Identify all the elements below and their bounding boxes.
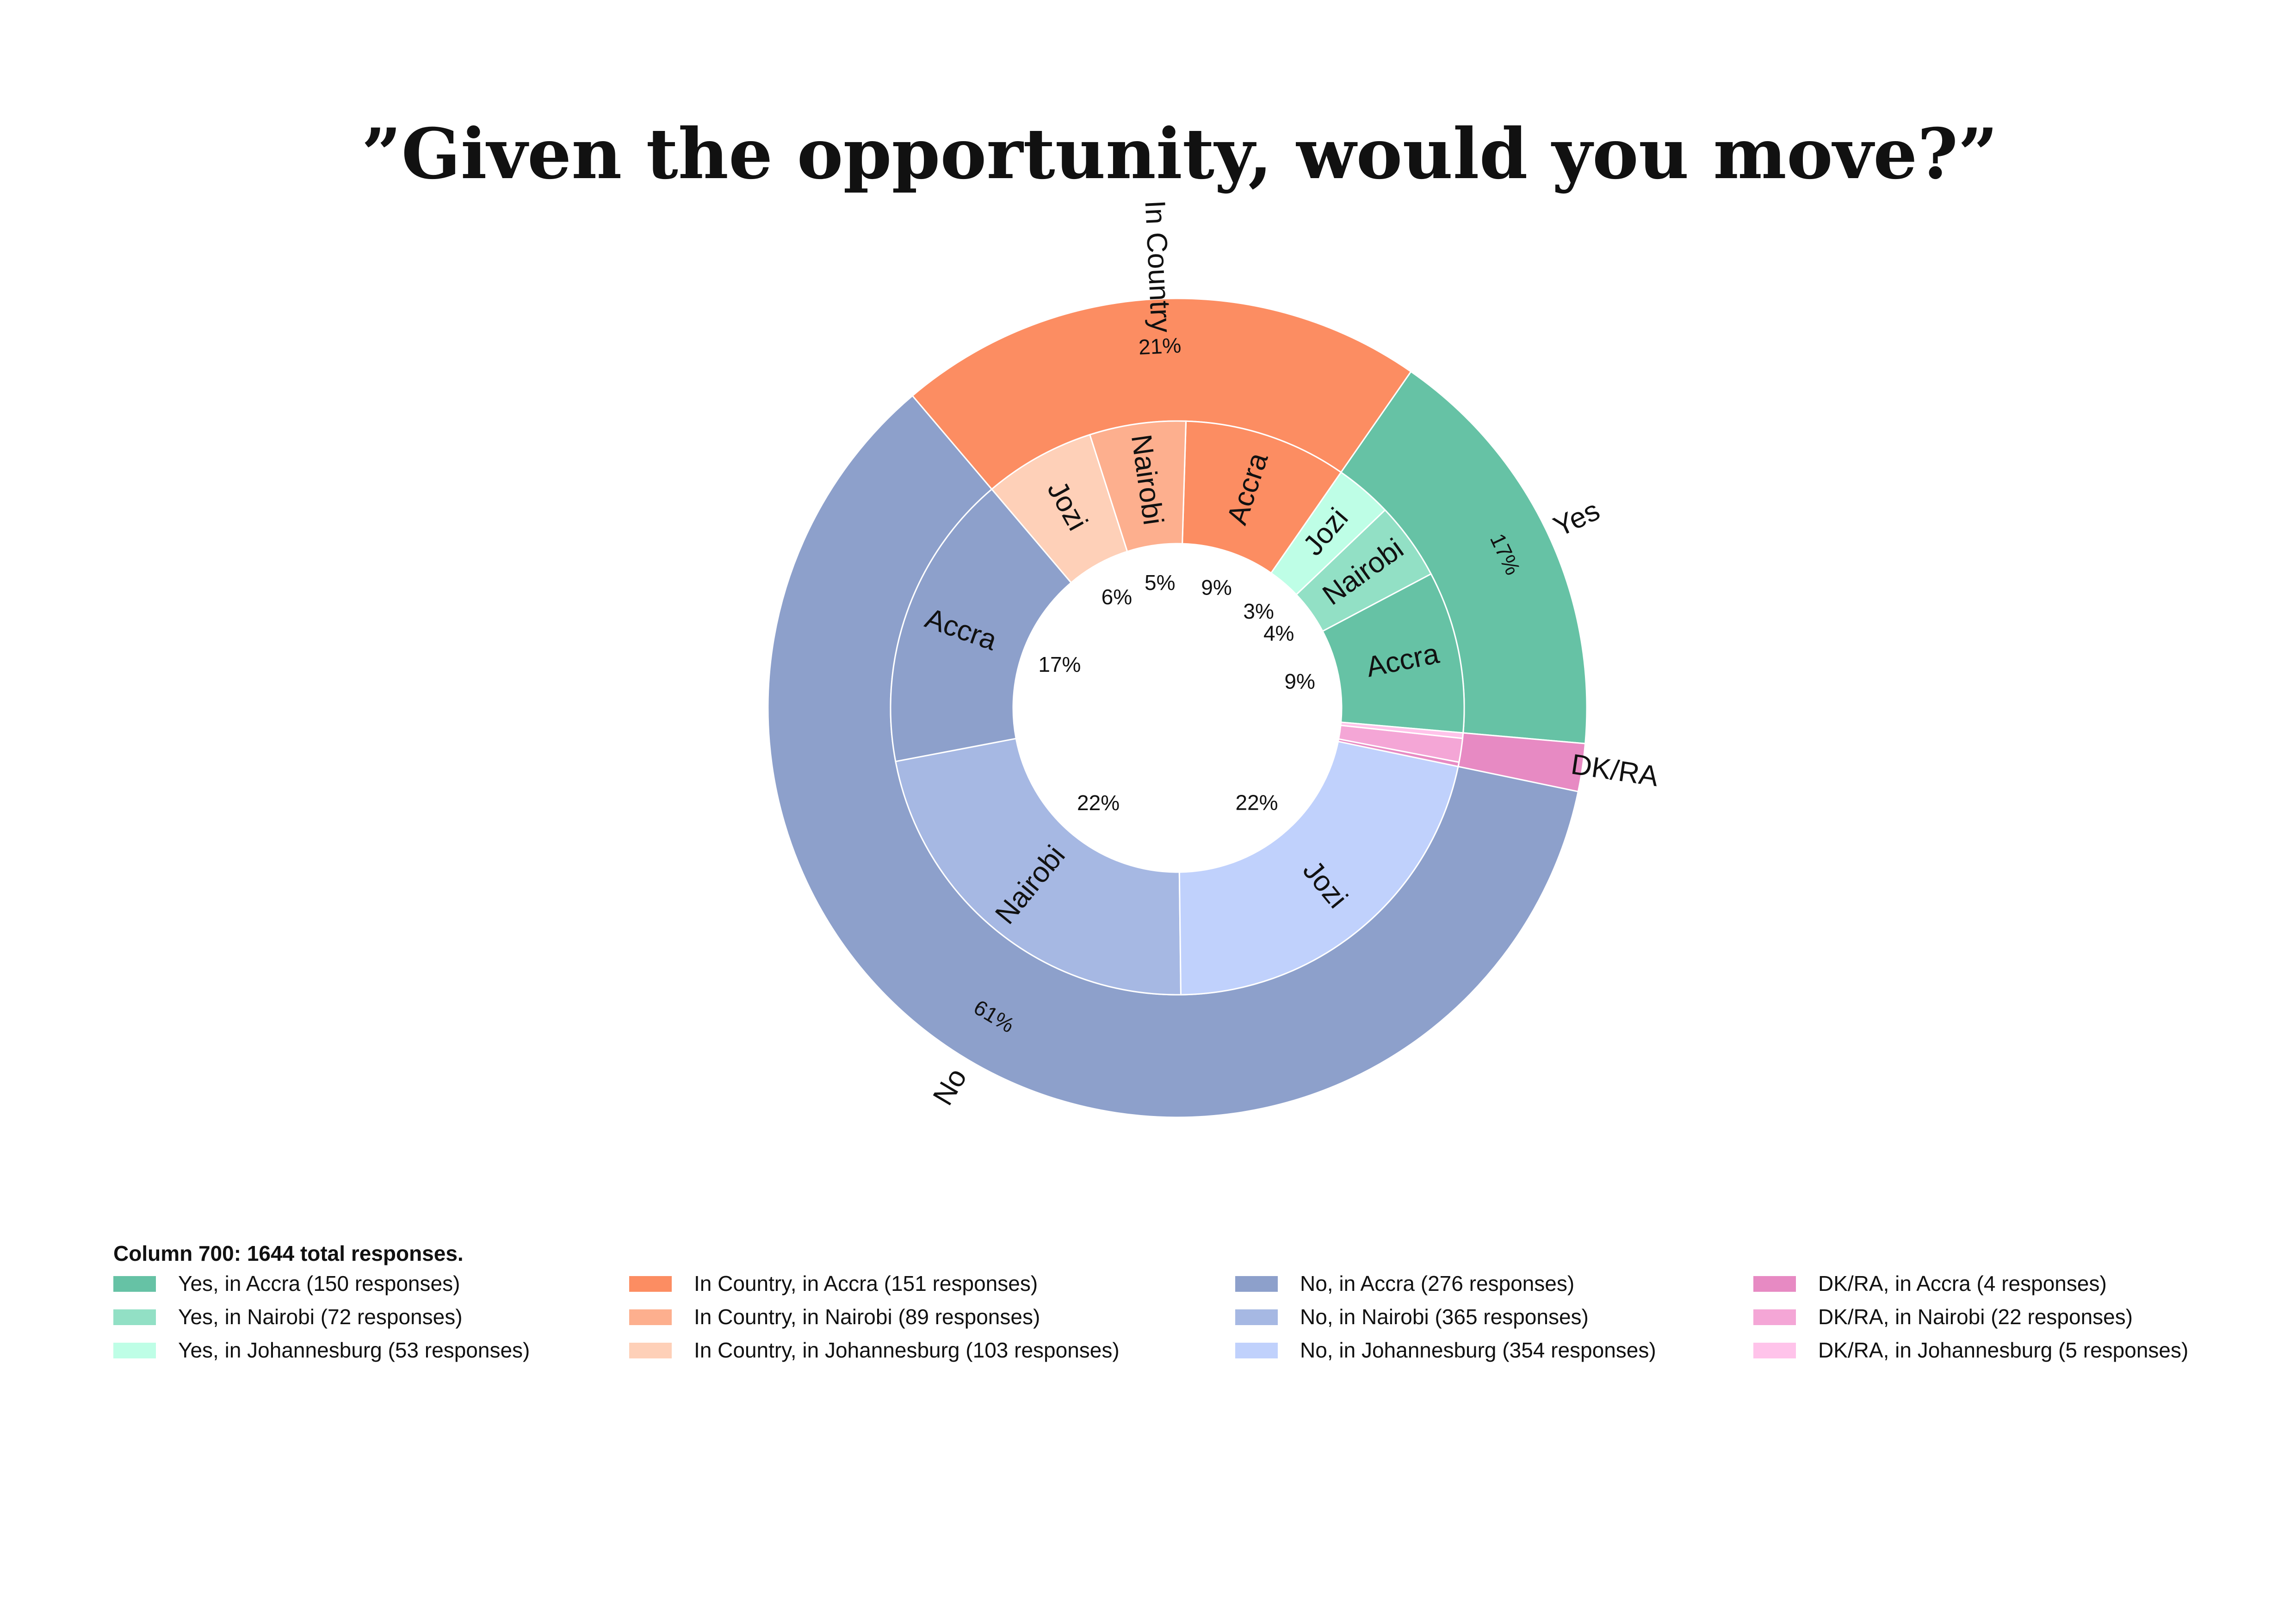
outer-label-in-country: In Country xyxy=(1139,199,1177,333)
legend-entry-5: In Country, in Johannesburg (103 respons… xyxy=(694,1338,1120,1362)
legend-entry-4: In Country, in Nairobi (89 responses) xyxy=(694,1305,1040,1329)
legend-swatch-0 xyxy=(113,1276,156,1292)
legend: Column 700: 1644 total responses. Yes, i… xyxy=(113,1241,2188,1362)
inner-slice-6 xyxy=(890,488,1072,762)
inner-pct-0: 9% xyxy=(1284,669,1315,694)
inner-pct-2: 3% xyxy=(1243,599,1274,623)
legend-swatch-10 xyxy=(1753,1309,1796,1325)
inner-slice-8 xyxy=(1178,740,1459,996)
inner-slice-7 xyxy=(895,738,1182,996)
inner-pct-4: 5% xyxy=(1145,570,1175,595)
legend-entry-8: No, in Johannesburg (354 responses) xyxy=(1300,1338,1656,1362)
inner-pct-8: 22% xyxy=(1236,791,1278,815)
legend-entry-10: DK/RA, in Nairobi (22 responses) xyxy=(1818,1305,2133,1329)
legend-entry-1: Yes, in Nairobi (72 responses) xyxy=(178,1305,463,1329)
inner-ring xyxy=(890,420,1465,996)
legend-entry-6: No, in Accra (276 responses) xyxy=(1300,1271,1574,1295)
chart-title: ”Given the opportunity, would you move?” xyxy=(361,113,1998,195)
legend-caption: Column 700: 1644 total responses. xyxy=(113,1241,464,1265)
legend-swatch-1 xyxy=(113,1309,156,1325)
legend-swatch-7 xyxy=(1235,1309,1278,1325)
inner-pct-3: 9% xyxy=(1201,576,1232,600)
legend-entry-7: No, in Nairobi (365 responses) xyxy=(1300,1305,1589,1329)
outer-label-no: No xyxy=(927,1063,973,1110)
legend-entry-2: Yes, in Johannesburg (53 responses) xyxy=(178,1338,530,1362)
legend-swatch-5 xyxy=(629,1343,672,1358)
outer-pct-in-country: 21% xyxy=(1138,333,1182,359)
inner-pct-5: 6% xyxy=(1102,585,1132,609)
legend-entry-3: In Country, in Accra (151 responses) xyxy=(694,1271,1038,1295)
outer-label-dk-ra: DK/RA xyxy=(1569,748,1661,793)
legend-swatch-4 xyxy=(629,1309,672,1325)
inner-pct-6: 17% xyxy=(1038,652,1081,676)
legend-swatch-11 xyxy=(1753,1343,1796,1358)
legend-swatch-8 xyxy=(1235,1343,1278,1358)
legend-swatch-2 xyxy=(113,1343,156,1358)
inner-pct-7: 22% xyxy=(1077,791,1120,815)
legend-swatch-6 xyxy=(1235,1276,1278,1292)
inner-slice-0 xyxy=(1321,573,1465,734)
outer-ring xyxy=(767,298,1588,1118)
legend-swatch-3 xyxy=(629,1276,672,1292)
legend-entry-0: Yes, in Accra (150 responses) xyxy=(178,1271,460,1295)
legend-entry-9: DK/RA, in Accra (4 responses) xyxy=(1818,1271,2107,1295)
inner-slice-11 xyxy=(1340,721,1464,739)
outer-label-yes: Yes xyxy=(1549,494,1605,543)
legend-swatch-9 xyxy=(1753,1276,1796,1292)
inner-pct-1: 4% xyxy=(1263,621,1294,645)
legend-entry-11: DK/RA, in Johannesburg (5 responses) xyxy=(1818,1338,2188,1362)
